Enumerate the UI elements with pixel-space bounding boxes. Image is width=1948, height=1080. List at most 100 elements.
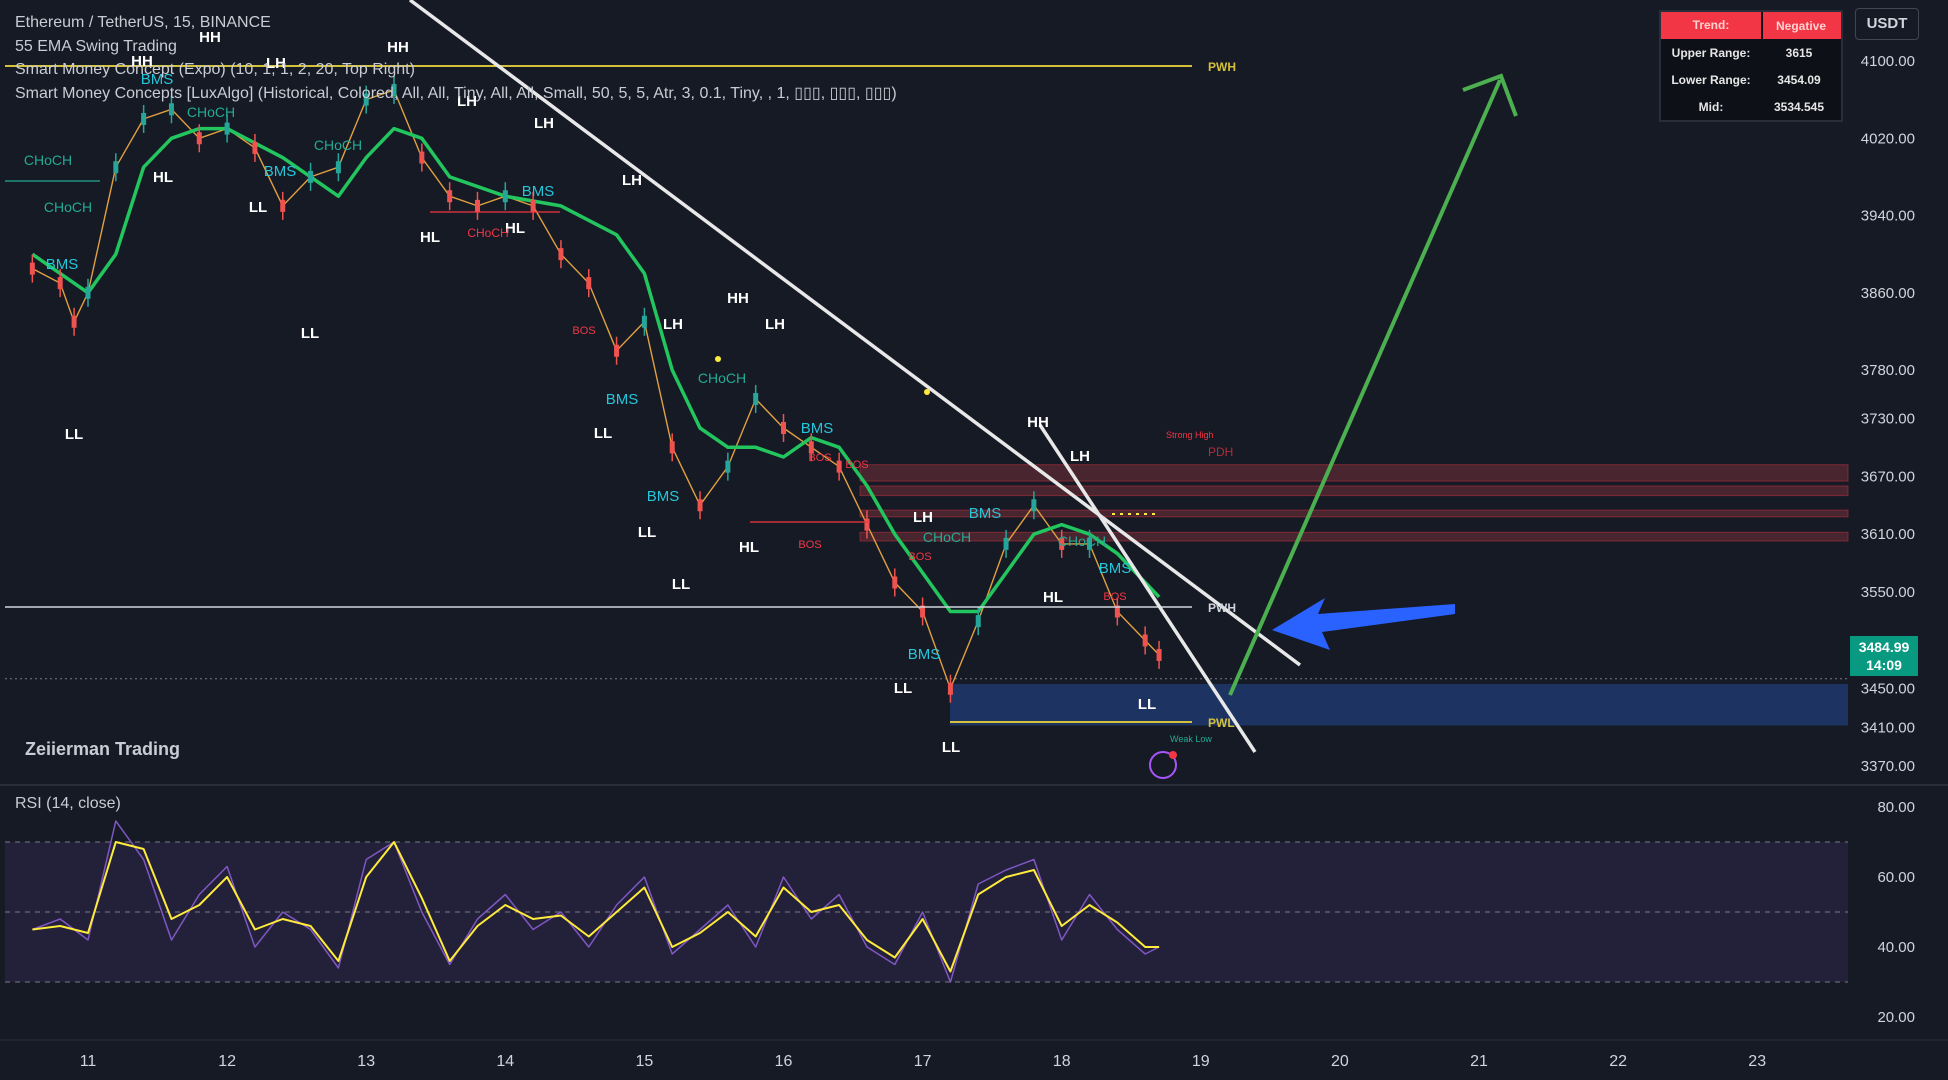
time-tick-label: 14 [496, 1053, 514, 1070]
lower-range-value: 3454.09 [1777, 72, 1821, 87]
currency-button[interactable]: USDT [1855, 8, 1919, 40]
choch-label: CHoCH [698, 370, 746, 386]
choch-label: CHoCH [923, 529, 971, 545]
candle-body [71, 315, 77, 328]
candle-body [252, 141, 258, 154]
swing-label: LL [1138, 696, 1156, 713]
symbol-title[interactable]: Ethereum / TetherUS, 15, BINANCE [15, 14, 271, 31]
upper-range-label: Upper Range: [1671, 45, 1751, 60]
candle-body [391, 83, 397, 96]
supply-zone [859, 485, 1849, 497]
swing-label: LH [622, 172, 642, 189]
bos-label: BOS [808, 452, 831, 464]
price-tick-label: 4020.00 [1861, 130, 1915, 147]
marker-dot [715, 356, 721, 362]
time-tick-label: 11 [80, 1053, 97, 1070]
candle-body [335, 161, 341, 174]
projection-arrow [1228, 79, 1502, 696]
price-tick-label: 3860.00 [1861, 285, 1915, 302]
rsi-legend[interactable]: RSI (14, close) [15, 795, 121, 812]
time-axis[interactable]: 11 12 13 14 15 16 17 18 19 20 21 22 23 [80, 1053, 1767, 1070]
candle-body [447, 190, 453, 203]
price-tick-label: 3550.00 [1861, 584, 1915, 601]
alert-dot [1169, 751, 1177, 759]
indicator-ema[interactable]: 55 EMA Swing Trading [15, 37, 177, 55]
price-tick-label: 3410.00 [1861, 719, 1915, 736]
swing-label: HH [199, 29, 221, 46]
bos-label: BOS [845, 459, 868, 471]
bms-label: BMS [522, 183, 555, 200]
price-axis[interactable]: 4100.00 4020.00 3940.00 3860.00 3780.00 3730.… [1861, 53, 1915, 775]
price-tick-label: 3670.00 [1861, 468, 1915, 485]
zones [5, 464, 1849, 726]
swing-label: LH [534, 115, 554, 132]
lower-range-row: Lower Range: 3454.09 [1661, 66, 1841, 93]
bms-label: BMS [46, 256, 79, 273]
candle-body [530, 199, 536, 212]
candle-body [947, 682, 953, 695]
annotations: HH HH HH LH LH LH HL LL LL LL HL HL LH LL LL LL HL HH LH LH… [24, 29, 1236, 779]
bms-label: BMS [264, 163, 297, 180]
marker-dot [924, 389, 930, 395]
candle-body [558, 248, 564, 261]
candle-body [57, 277, 63, 290]
pwh-label: PWH [1208, 601, 1236, 615]
price-line [32, 89, 1160, 690]
swing-label: HH [727, 290, 749, 307]
swing-label: LL [672, 576, 690, 593]
time-tick-label: 21 [1470, 1053, 1488, 1070]
swing-label: HH [387, 39, 409, 56]
bos-label: BOS [572, 325, 595, 337]
choch-label: CHoCH [1058, 533, 1106, 549]
time-tick-label: 20 [1331, 1053, 1349, 1070]
candle-body [614, 344, 620, 357]
swing-label: HH [1027, 414, 1049, 431]
candle-body [419, 151, 425, 164]
swing-label: HL [1043, 589, 1063, 606]
candle-body [1059, 537, 1065, 550]
candle-body [753, 393, 759, 406]
choch-label: CHoCH [314, 137, 362, 153]
price-tick-label: 3610.00 [1861, 526, 1915, 543]
bos-label: BOS [908, 551, 931, 563]
indicator-smc-luxalgo[interactable]: Smart Money Concepts [LuxAlgo] (Historic… [15, 84, 897, 102]
candle-body [836, 460, 842, 473]
mid-label: Mid: [1698, 99, 1724, 114]
pwl-label: PWL [1208, 716, 1235, 730]
trendline-upper [408, 0, 1302, 667]
candle-body [725, 460, 731, 473]
rsi-axis[interactable]: 80.00 60.00 40.00 20.00 [1877, 799, 1915, 1026]
candle-body [864, 518, 870, 531]
indicator-smc-expo[interactable]: Smart Money Concept (Expo) (10, 1, 1, 2,… [15, 61, 415, 78]
bms-label: BMS [141, 71, 174, 88]
candle-body [29, 262, 35, 275]
candle-body [808, 441, 814, 454]
swing-label: LL [65, 426, 83, 443]
time-tick-label: 22 [1609, 1053, 1627, 1070]
rsi-tick-label: 40.00 [1877, 939, 1915, 956]
swing-label: LH [1070, 448, 1090, 465]
bms-label: BMS [647, 488, 680, 505]
candle-body [781, 421, 786, 434]
swing-label: LL [894, 680, 912, 697]
candle-body [224, 122, 230, 135]
swing-label: HH [131, 53, 153, 70]
choch-label: CHoCH [467, 226, 508, 240]
candle-body [1003, 537, 1009, 550]
candle-body [1114, 605, 1120, 618]
candle-body [586, 277, 592, 290]
bms-label: BMS [801, 420, 834, 437]
price-tick-label: 4100.00 [1861, 53, 1915, 70]
trend-value: Negative [1775, 18, 1827, 33]
candle-body [697, 499, 703, 512]
price-tick-label: 3780.00 [1861, 362, 1915, 379]
candle-body [308, 170, 314, 183]
mid-row: Mid: 3534.545 [1661, 93, 1841, 120]
supply-zone [859, 509, 1849, 518]
alert-icon [1149, 751, 1177, 779]
bms-label: BMS [969, 505, 1002, 522]
last-price-badge: 3484.99 14:09 [1850, 636, 1918, 676]
ema-line [31, 126, 1161, 614]
price-tick-label: 3450.00 [1861, 681, 1915, 698]
